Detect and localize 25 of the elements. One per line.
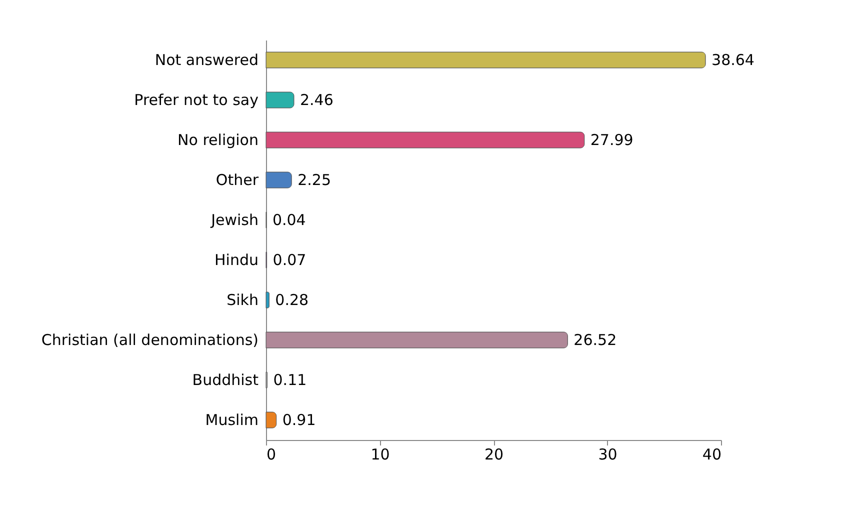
y-tick-label: Not answered <box>154 51 258 69</box>
y-tick-label: Other <box>216 171 260 189</box>
data-label: 0.04 <box>272 211 306 229</box>
y-tick-label: Christian (all denominations) <box>41 331 258 349</box>
data-label: 2.46 <box>300 91 334 109</box>
y-tick-label: Prefer not to say <box>134 91 259 109</box>
data-label: 38.64 <box>712 51 754 69</box>
y-tick-label: Sikh <box>226 291 258 309</box>
data-label: 0.91 <box>282 411 316 429</box>
y-tick-label: Muslim <box>205 411 258 429</box>
data-label: 0.07 <box>272 251 306 269</box>
y-tick-label: Buddhist <box>192 371 259 389</box>
x-tick-label: 20 <box>484 446 504 464</box>
x-tick-label: 0 <box>266 446 276 464</box>
data-label: 0.11 <box>273 371 307 389</box>
data-label: 26.52 <box>574 331 617 349</box>
data-label: 2.25 <box>298 171 331 189</box>
data-label: 0.28 <box>275 291 309 309</box>
y-tick-label: No religion <box>178 131 258 149</box>
x-tick-label: 10 <box>370 446 390 464</box>
x-tick-label: 30 <box>598 446 618 464</box>
data-label: 27.99 <box>590 131 634 149</box>
y-tick-label: Jewish <box>210 211 258 229</box>
x-tick-label: 40 <box>702 446 722 464</box>
y-tick-label: Hindu <box>214 251 258 269</box>
